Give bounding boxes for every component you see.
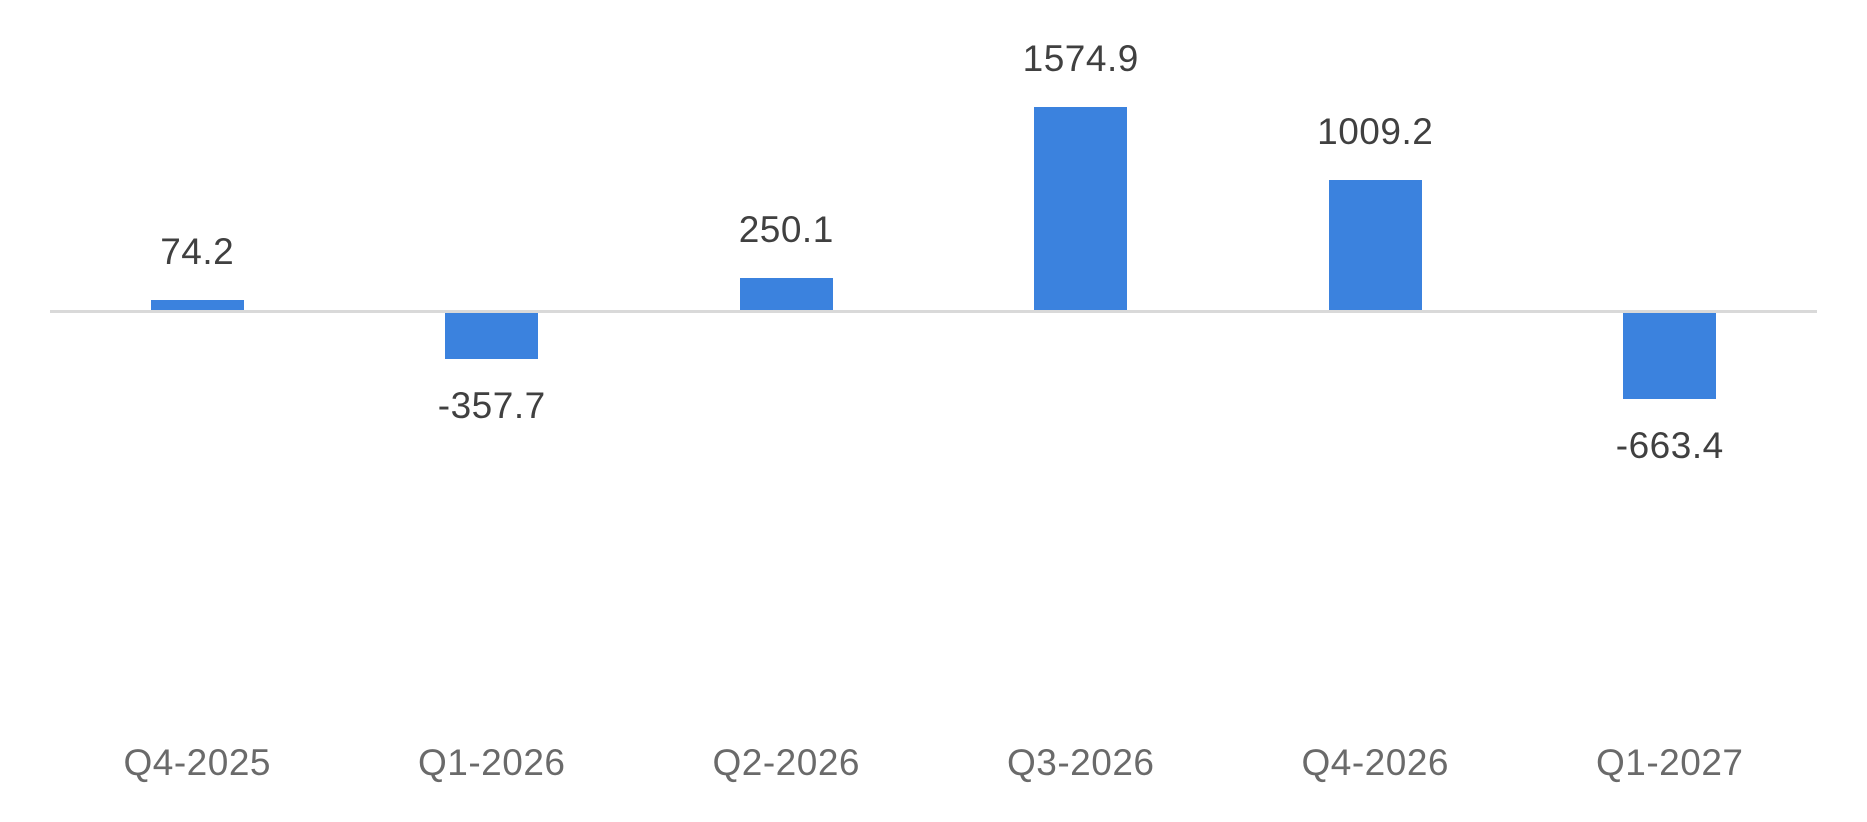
value-label-Q1-2027: -663.4 (1615, 424, 1724, 466)
bar-Q4-2025 (150, 300, 244, 310)
category-label-Q1-2027: Q1-2027 (1596, 742, 1744, 783)
value-label-Q2-2026: 250.1 (738, 208, 834, 250)
bar-Q1-2026 (445, 313, 539, 360)
x-axis-baseline (50, 310, 1817, 313)
bar-Q3-2026 (1034, 107, 1128, 310)
value-label-Q1-2026: -357.7 (437, 385, 546, 427)
value-label-Q4-2026: 1009.2 (1317, 110, 1434, 152)
value-label-Q4-2025: 74.2 (160, 231, 235, 273)
category-label-Q3-2026: Q3-2026 (1007, 742, 1155, 783)
bar-Q1-2027 (1623, 313, 1717, 399)
bar-Q2-2026 (739, 277, 833, 310)
category-label-Q2-2026: Q2-2026 (712, 742, 860, 783)
value-label-Q3-2026: 1574.9 (1022, 38, 1139, 79)
category-label-Q4-2025: Q4-2025 (123, 742, 271, 783)
category-label-Q4-2026: Q4-2026 (1301, 742, 1449, 783)
category-label-Q1-2026: Q1-2026 (418, 742, 566, 783)
bar-Q4-2026 (1328, 179, 1422, 310)
